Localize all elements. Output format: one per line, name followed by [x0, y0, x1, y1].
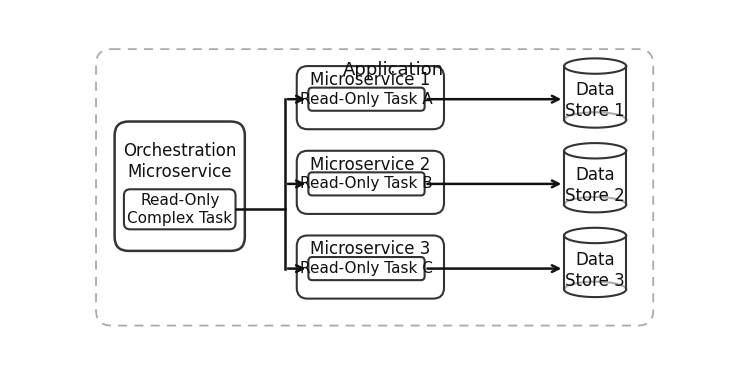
FancyBboxPatch shape: [308, 257, 425, 280]
Text: Orchestration
Microservice: Orchestration Microservice: [123, 142, 236, 181]
FancyBboxPatch shape: [297, 151, 444, 214]
Polygon shape: [564, 66, 626, 120]
Text: Data
Store 3: Data Store 3: [565, 251, 625, 289]
Text: Microservice 2: Microservice 2: [310, 156, 431, 174]
FancyBboxPatch shape: [308, 173, 425, 196]
Text: Microservice 1: Microservice 1: [310, 71, 431, 89]
Text: Read-Only
Complex Task: Read-Only Complex Task: [127, 193, 232, 226]
FancyBboxPatch shape: [308, 88, 425, 111]
FancyBboxPatch shape: [96, 49, 654, 326]
Text: Read-Only Task C: Read-Only Task C: [300, 261, 433, 276]
FancyBboxPatch shape: [297, 66, 444, 129]
FancyBboxPatch shape: [124, 189, 235, 229]
FancyBboxPatch shape: [297, 236, 444, 299]
Polygon shape: [564, 151, 626, 205]
Polygon shape: [564, 236, 626, 289]
Text: Data
Store 1: Data Store 1: [565, 81, 625, 120]
Text: Microservice 3: Microservice 3: [310, 240, 431, 258]
Text: Application: Application: [343, 62, 444, 79]
Text: Read-Only Task A: Read-Only Task A: [300, 92, 433, 107]
Text: Data
Store 2: Data Store 2: [565, 166, 625, 205]
FancyBboxPatch shape: [115, 122, 245, 251]
Text: Read-Only Task B: Read-Only Task B: [300, 176, 433, 191]
